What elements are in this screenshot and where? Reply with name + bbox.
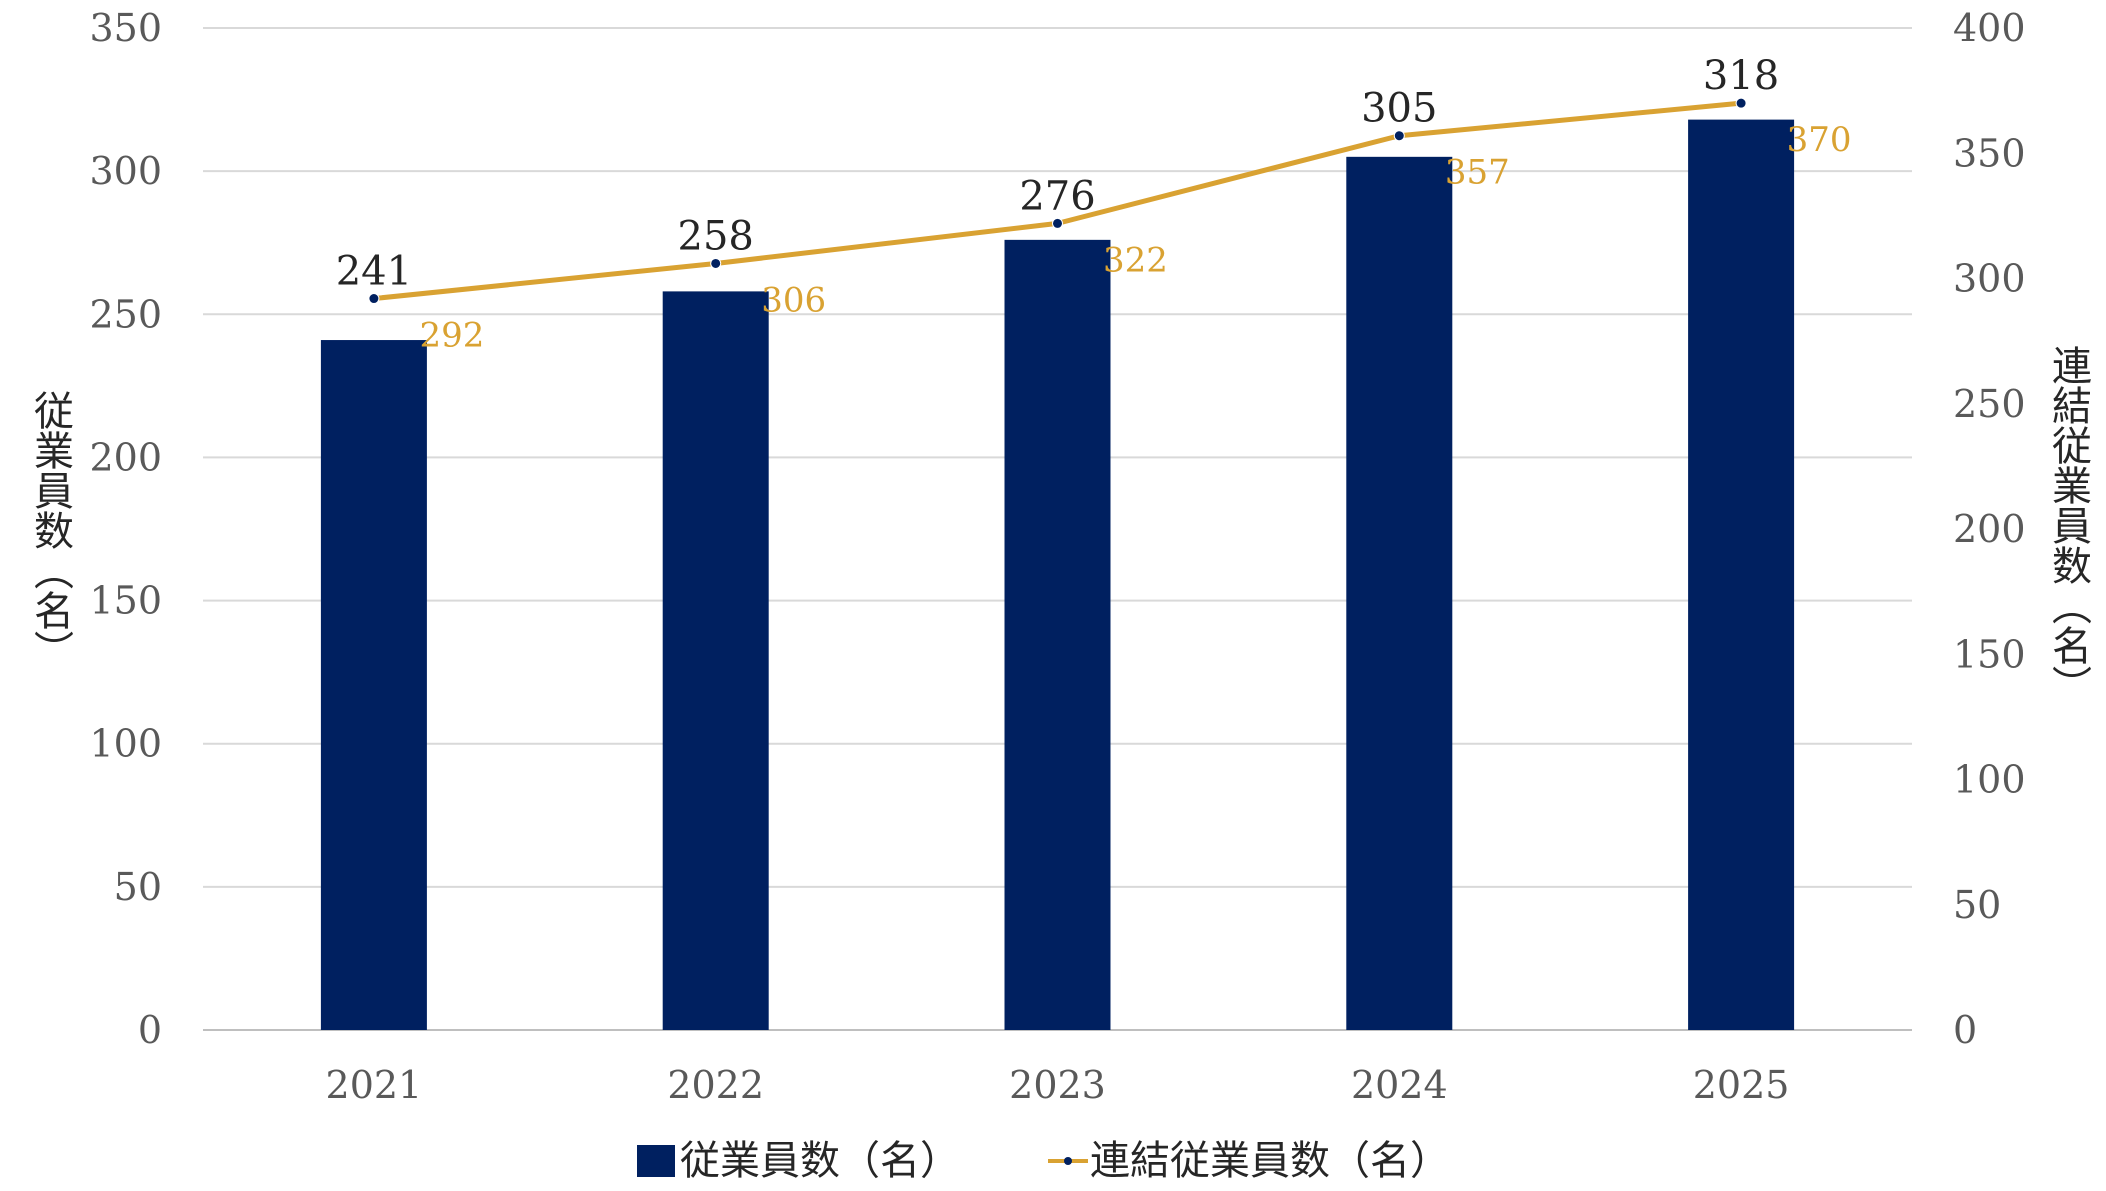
bar-value-label: 318 — [1703, 53, 1779, 99]
line-point — [368, 293, 380, 305]
line-value-label: 370 — [1787, 120, 1852, 160]
bar — [1004, 239, 1111, 1030]
right-tick-label: 0 — [1953, 1008, 1977, 1052]
right-axis-title: 連結従業員数（名） — [2045, 345, 2092, 705]
data-labels: 241 258 276 305 318 292 306 322 357 370 — [336, 53, 1852, 355]
x-tick-label: 2021 — [326, 1063, 423, 1107]
line-value-label: 306 — [761, 280, 826, 320]
bar-value-label: 258 — [678, 213, 754, 259]
line-value-label: 322 — [1103, 240, 1168, 280]
bar-value-label: 241 — [336, 249, 412, 295]
left-tick-label: 150 — [89, 579, 162, 623]
left-tick-label: 300 — [89, 149, 162, 193]
right-tick-label: 250 — [1953, 382, 2026, 426]
x-tick-label: 2025 — [1693, 1063, 1790, 1107]
bars — [320, 119, 1795, 1031]
left-tick-label: 50 — [114, 865, 162, 909]
left-axis-title: 従業員数（名） — [27, 390, 74, 670]
line-point — [1052, 217, 1063, 229]
right-tick-label: 400 — [1953, 6, 2026, 50]
left-tick-label: 0 — [138, 1008, 162, 1052]
line-point — [1735, 97, 1747, 109]
right-tick-label: 100 — [1953, 758, 2026, 802]
x-tick-label: 2022 — [667, 1063, 764, 1107]
bar-value-label: 276 — [1019, 173, 1095, 219]
x-tick-label: 2023 — [1009, 1063, 1106, 1107]
bar — [1346, 156, 1453, 1031]
left-tick-label: 200 — [89, 435, 162, 479]
axes: 0 50 100 150 200 250 300 350 0 50 100 150 200 250 300 3… — [89, 6, 2025, 1107]
bar-value-label: 305 — [1361, 86, 1437, 132]
legend-line-label: 連結従業員数（名） — [1090, 1138, 1450, 1184]
legend-line-marker — [1064, 1157, 1072, 1165]
line-point — [710, 257, 722, 269]
right-tick-label: 350 — [1953, 131, 2026, 175]
legend-bar-swatch — [637, 1145, 675, 1177]
right-tick-label: 300 — [1953, 257, 2026, 301]
bar — [662, 291, 769, 1031]
x-tick-label: 2024 — [1351, 1063, 1448, 1107]
bar — [320, 340, 427, 1031]
line-series — [368, 97, 1747, 305]
right-tick-label: 200 — [1953, 507, 2026, 551]
right-tick-label: 150 — [1953, 632, 2026, 676]
line-value-label: 357 — [1445, 153, 1510, 193]
left-tick-label: 100 — [89, 722, 162, 766]
legend-bar-label: 従業員数（名） — [680, 1138, 960, 1184]
bar — [1688, 119, 1795, 1030]
line-value-label: 292 — [419, 316, 484, 356]
line-point — [1393, 130, 1405, 142]
left-tick-label: 350 — [89, 6, 162, 50]
right-tick-label: 50 — [1953, 883, 2001, 927]
left-tick-label: 250 — [89, 292, 162, 336]
legend: 従業員数（名） 連結従業員数（名） — [637, 1138, 1450, 1184]
